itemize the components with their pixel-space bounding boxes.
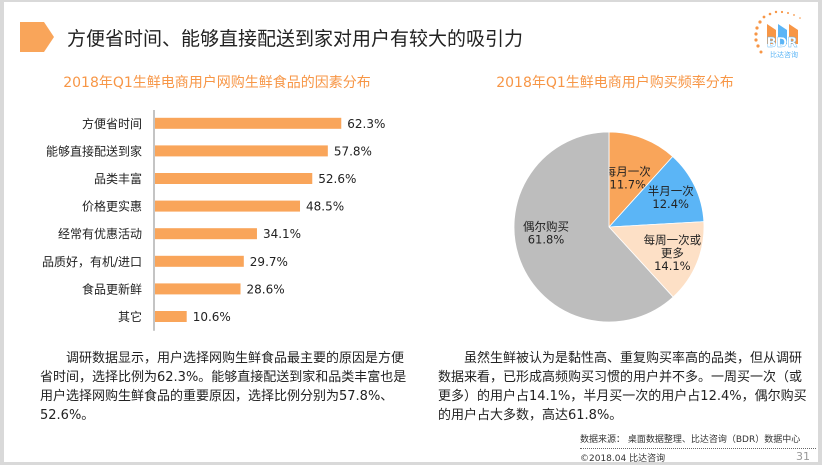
- pie-slice-label: 每月一次: [605, 165, 651, 179]
- bar-value-label: 62.3%: [347, 117, 385, 131]
- pie-slice-label: 半月一次: [648, 184, 694, 198]
- bar-chart-title: 2018年Q1生鲜电商用户网购生鲜食品的因素分布: [63, 75, 371, 91]
- bar-value-label: 29.7%: [250, 255, 288, 269]
- pie-slice: [513, 131, 674, 323]
- bar-category-label: 品类丰富: [94, 171, 142, 186]
- bar-value-label: 10.6%: [193, 310, 231, 324]
- right-paragraph: 虽然生鲜被认为是黏性高、重复购买率高的品类，但从调研数据来看，已形成高频购买习惯…: [438, 351, 807, 423]
- title-marker-icon: [20, 22, 54, 52]
- bar-category-label: 品质好，有机/进口: [42, 255, 142, 269]
- footer-divider: [580, 448, 816, 449]
- logo-subtext: 比达咨询: [770, 50, 798, 59]
- bar: [155, 228, 257, 240]
- bdr-logo-icon: BDR 比达咨询: [754, 10, 801, 59]
- bar: [155, 283, 241, 295]
- left-paragraph: 调研数据显示，用户选择网购生鲜食品最主要的原因是方便省时间，选择比例为62.3%…: [40, 351, 407, 423]
- bar-value-label: 52.6%: [318, 172, 356, 186]
- pie-slice: [608, 155, 705, 228]
- pie-slice: [608, 131, 674, 229]
- bar-category-label: 经常有优惠活动: [58, 227, 142, 241]
- pie-slice-value: 12.4%: [652, 197, 689, 211]
- pie-slice-value: 11.7%: [610, 178, 647, 192]
- bar: [155, 311, 187, 322]
- logo-text: BDR: [767, 36, 798, 51]
- pie-slice-value: 14.1%: [654, 259, 691, 273]
- bar-category-label: 其它: [118, 309, 142, 324]
- bar-value-label: 48.5%: [306, 200, 344, 214]
- data-source: 数据来源： 桌面数据整理、比达咨询（BDR）数据中心: [580, 435, 801, 445]
- bar: [155, 117, 342, 129]
- pie-chart-title: 2018年Q1生鲜电商用户购买频率分布: [496, 75, 734, 91]
- bar-category-label: 方便省时间: [82, 116, 142, 131]
- bar-category-label: 食品更新鲜: [82, 281, 142, 296]
- bar-value-label: 34.1%: [263, 227, 301, 241]
- bar-category-label: 能够直接配送到家: [46, 143, 142, 158]
- bar: [155, 145, 328, 157]
- pie-slice-value: 61.8%: [528, 233, 565, 247]
- bar: [155, 173, 313, 184]
- bar-value-label: 28.6%: [247, 282, 285, 296]
- pie-slice-label: 每周一次或: [644, 233, 702, 247]
- bar: [155, 200, 301, 212]
- bar: [155, 255, 244, 267]
- bar-category-label: 价格更实惠: [82, 199, 142, 214]
- pie-slice-label: 偶尔购买: [523, 220, 569, 234]
- bar-value-label: 57.8%: [334, 144, 372, 158]
- pie-slice-label: 更多: [661, 246, 684, 260]
- copyright: ©2018.04 比达咨询: [580, 454, 666, 464]
- page-number: 31: [796, 450, 810, 463]
- page-title: 方便省时间、能够直接配送到家对用户有较大的吸引力: [67, 28, 524, 50]
- pie-slice: [608, 221, 705, 298]
